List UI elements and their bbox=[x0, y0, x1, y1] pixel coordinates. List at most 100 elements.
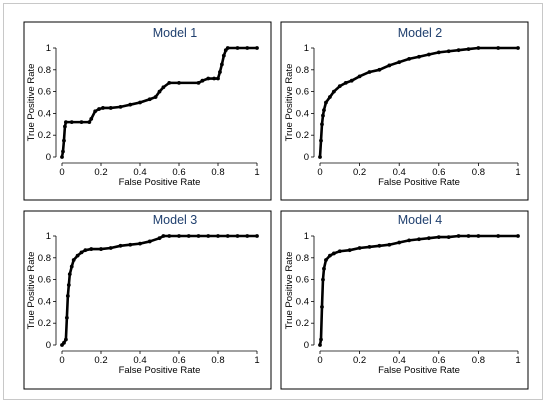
roc-point bbox=[328, 95, 332, 99]
roc-point bbox=[196, 80, 201, 85]
chart-panel-4: Model 4 0 0.2 0.4 0.6 0.8 1 0 0.2 0.4 0.6 0.8 1 False… bbox=[280, 210, 529, 390]
x-tick-label: 0 bbox=[59, 355, 64, 366]
roc-point bbox=[331, 251, 336, 256]
roc-point bbox=[147, 239, 152, 244]
x-tick-label: 0 bbox=[317, 355, 322, 366]
roc-point bbox=[64, 337, 68, 342]
y-tick-label: 0.6 bbox=[296, 87, 309, 98]
roc-point bbox=[153, 95, 158, 99]
y-tick-label: 0.4 bbox=[296, 108, 309, 119]
x-tick-label: 0.2 bbox=[94, 167, 107, 178]
y-tick-label: 0 bbox=[46, 340, 51, 351]
roc-point bbox=[108, 106, 113, 110]
y-tick-label: 1 bbox=[46, 231, 51, 242]
y-tick-label: 0.6 bbox=[38, 87, 51, 98]
y-tick-label: 0 bbox=[304, 152, 309, 163]
roc-point bbox=[65, 294, 70, 298]
x-tick-label: 1 bbox=[254, 167, 259, 178]
x-tick-label: 0.8 bbox=[211, 355, 224, 366]
roc-point bbox=[347, 248, 352, 253]
roc-point bbox=[322, 108, 326, 113]
x-tick-label: 1 bbox=[254, 355, 259, 366]
roc-point bbox=[97, 107, 101, 111]
y-tick-label: 1 bbox=[46, 43, 51, 54]
roc-point bbox=[118, 104, 123, 109]
y-axis-label: True Positive Rate bbox=[26, 64, 37, 142]
roc-point bbox=[321, 277, 325, 282]
x-tick-label: 0.4 bbox=[393, 355, 406, 366]
roc-point bbox=[397, 240, 402, 245]
roc-point bbox=[319, 138, 323, 143]
roc-point bbox=[221, 53, 226, 58]
chart-title: Model 3 bbox=[153, 213, 198, 227]
roc-point bbox=[476, 234, 481, 238]
roc-point bbox=[516, 234, 520, 238]
roc-point bbox=[206, 76, 211, 81]
roc-point bbox=[71, 258, 76, 262]
roc-point bbox=[128, 242, 133, 247]
roc-point bbox=[456, 48, 461, 53]
chart-panel-3: Model 3 0 0.2 0.4 0.6 0.8 1 0 0.2 0.4 0.6 0.8 1 False… bbox=[23, 210, 272, 390]
y-axis-label: True Positive Rate bbox=[284, 64, 295, 142]
roc-point bbox=[324, 258, 328, 262]
roc-point bbox=[320, 122, 324, 127]
roc-point bbox=[225, 234, 230, 238]
y-tick-label: 0.2 bbox=[38, 318, 51, 329]
roc-point bbox=[161, 85, 166, 90]
roc-point bbox=[235, 46, 240, 50]
roc-point bbox=[101, 106, 105, 110]
roc-point bbox=[516, 46, 520, 50]
roc-point bbox=[75, 253, 80, 258]
y-tick-label: 0.2 bbox=[296, 130, 309, 141]
chart-title: Model 1 bbox=[153, 26, 198, 40]
roc-point bbox=[157, 236, 162, 241]
roc-point bbox=[69, 264, 74, 269]
y-axis-label: True Positive Rate bbox=[284, 252, 295, 330]
x-tick-label: 0.2 bbox=[94, 355, 107, 366]
x-tick-label: 1 bbox=[515, 355, 520, 366]
roc-point bbox=[318, 343, 322, 347]
y-tick-label: 0.4 bbox=[38, 296, 51, 307]
roc-point bbox=[216, 234, 220, 238]
roc-point bbox=[324, 100, 328, 105]
roc-point bbox=[61, 149, 65, 154]
roc-point bbox=[128, 102, 133, 107]
x-tick-label: 0.4 bbox=[393, 167, 406, 178]
roc-point bbox=[206, 234, 211, 238]
panel-border bbox=[280, 21, 529, 201]
roc-point bbox=[446, 49, 451, 54]
y-tick-label: 0 bbox=[304, 340, 309, 351]
chart-title: Model 2 bbox=[398, 26, 443, 40]
x-tick-label: 0.4 bbox=[133, 167, 146, 178]
roc-point bbox=[367, 245, 372, 249]
roc-point bbox=[407, 57, 411, 61]
roc-point bbox=[79, 250, 84, 255]
roc-point bbox=[466, 234, 471, 238]
panel-border bbox=[23, 21, 272, 201]
roc-point bbox=[118, 243, 123, 248]
x-axis-label: False Positive Rate bbox=[119, 177, 201, 188]
y-tick-label: 0.4 bbox=[38, 108, 51, 119]
y-tick-label: 0 bbox=[46, 152, 51, 163]
roc-point bbox=[496, 46, 501, 50]
roc-point bbox=[245, 234, 250, 238]
roc-point bbox=[89, 247, 94, 251]
roc-point bbox=[331, 89, 336, 94]
roc-point bbox=[212, 76, 217, 81]
roc-point bbox=[186, 234, 191, 238]
roc-point bbox=[496, 234, 501, 238]
roc-point bbox=[196, 234, 201, 238]
roc-point bbox=[245, 46, 250, 50]
roc-point bbox=[397, 60, 402, 65]
roc-point bbox=[69, 120, 74, 125]
roc-point bbox=[417, 54, 421, 59]
roc-point bbox=[319, 337, 323, 342]
roc-point bbox=[62, 138, 66, 143]
roc-point bbox=[67, 272, 72, 277]
roc-point bbox=[93, 109, 98, 114]
x-tick-label: 0 bbox=[317, 167, 322, 178]
roc-point bbox=[220, 62, 224, 67]
roc-point bbox=[167, 80, 172, 85]
y-tick-label: 0.8 bbox=[296, 253, 309, 264]
